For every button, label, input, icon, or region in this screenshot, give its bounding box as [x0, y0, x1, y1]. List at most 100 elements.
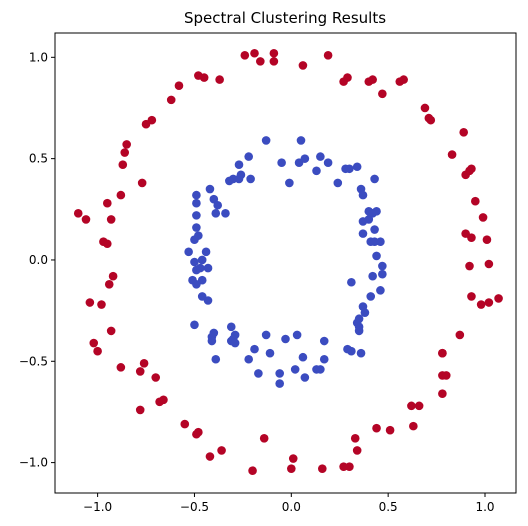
chart-title: Spectral Clustering Results — [184, 9, 386, 27]
scatter-point — [376, 286, 385, 295]
scatter-point — [254, 369, 263, 378]
scatter-point — [190, 257, 199, 267]
ticks-layer: −1.0 −0.5 0.0 0.5 1.0 1.0 0.5 0.0 −0.5 −1.0 — [19, 50, 495, 514]
scatter-point — [234, 160, 244, 170]
scatter-point — [246, 174, 255, 184]
scatter-point — [296, 136, 306, 145]
scatter-point — [352, 162, 362, 172]
scatter-point — [104, 279, 114, 289]
x-tick-label: −0.5 — [180, 500, 209, 514]
scatter-point — [199, 73, 209, 82]
scatter-point — [205, 184, 215, 194]
scatter-point — [441, 371, 451, 380]
scatter-point — [106, 215, 116, 224]
scatter-point — [476, 300, 486, 309]
y-tick-label: 0.5 — [29, 152, 48, 166]
scatter-point — [339, 77, 348, 86]
scatter-point — [259, 433, 269, 443]
scatter-point — [292, 330, 302, 340]
scatter-point — [409, 421, 418, 431]
scatter-point — [358, 229, 368, 238]
scatter-point — [120, 148, 130, 157]
scatter-point — [414, 401, 424, 411]
scatter-point — [103, 239, 112, 249]
scatter-point — [106, 326, 116, 336]
scatter-point — [316, 365, 325, 374]
scatter-point — [372, 423, 381, 433]
scatter-point — [103, 198, 112, 208]
scatter-point — [319, 354, 329, 364]
x-tick-label: −1.0 — [83, 500, 112, 514]
y-tick-label: −1.0 — [19, 456, 48, 470]
scatter-point — [378, 89, 387, 99]
scatter-point — [225, 176, 234, 186]
scatter-point — [438, 348, 447, 358]
scatter-point — [261, 136, 271, 145]
scatter-point — [269, 57, 279, 66]
scatter-point — [203, 296, 213, 305]
scatter-point — [288, 454, 298, 463]
x-tick-label: 1.0 — [475, 500, 494, 514]
scatter-point — [312, 166, 321, 176]
scatter-point — [269, 48, 279, 58]
scatter-point — [135, 405, 145, 415]
scatter-point — [318, 464, 327, 473]
scatter-point — [370, 225, 379, 234]
scatter-point — [250, 344, 259, 354]
scatter-point — [347, 277, 356, 287]
y-tick-label: −0.5 — [19, 354, 48, 368]
scatter-point — [290, 365, 300, 374]
scatter-point — [190, 320, 199, 330]
scatter-point — [230, 338, 240, 348]
scatter-point — [180, 419, 190, 429]
scatter-point — [360, 308, 370, 317]
scatter-point — [354, 326, 364, 336]
scatter-point — [240, 50, 250, 60]
scatter-point — [447, 150, 457, 159]
scatter-point — [190, 235, 199, 244]
scatter-point — [298, 61, 308, 70]
scatter-point — [207, 336, 217, 346]
scatter-point — [300, 373, 310, 382]
scatter-point — [201, 247, 211, 257]
x-tick-label: 0.0 — [282, 500, 301, 514]
scatter-point — [356, 348, 366, 358]
scatter-point — [350, 433, 360, 443]
scatter-point — [192, 190, 201, 200]
scatter-point — [275, 379, 284, 388]
scatter-point — [192, 279, 201, 289]
scatter-point — [368, 271, 377, 281]
plot-frame — [54, 32, 517, 494]
scatter-point — [465, 261, 474, 271]
scatter-point — [277, 158, 286, 167]
scatter-point — [298, 352, 308, 362]
scatter-point — [323, 50, 333, 60]
scatter-point — [122, 140, 131, 149]
scatter-point — [370, 174, 379, 184]
scatter-point — [244, 152, 253, 161]
scatter-point — [73, 209, 83, 218]
scatter-point — [118, 160, 128, 170]
scatter-point — [108, 271, 118, 281]
scatter-point — [256, 57, 265, 66]
y-tick-label: 0.0 — [29, 253, 48, 267]
scatter-point — [192, 265, 201, 275]
scatter-point — [378, 269, 387, 279]
scatter-point — [372, 251, 381, 261]
scatter-point — [89, 338, 99, 348]
scatter-point — [484, 259, 494, 269]
scatter-point — [323, 158, 333, 167]
scatter-point — [205, 452, 215, 461]
scatter-point — [494, 294, 503, 303]
scatter-point — [455, 330, 465, 340]
scatter-point — [226, 322, 236, 332]
scatter-point — [407, 401, 416, 411]
scatter-point — [236, 170, 246, 180]
scatter-point — [250, 48, 259, 58]
scatter-point — [192, 223, 201, 232]
scatter-point — [261, 330, 271, 340]
scatter-point — [155, 397, 164, 407]
x-tick-label: 0.5 — [379, 500, 398, 514]
scatter-point — [426, 115, 436, 125]
